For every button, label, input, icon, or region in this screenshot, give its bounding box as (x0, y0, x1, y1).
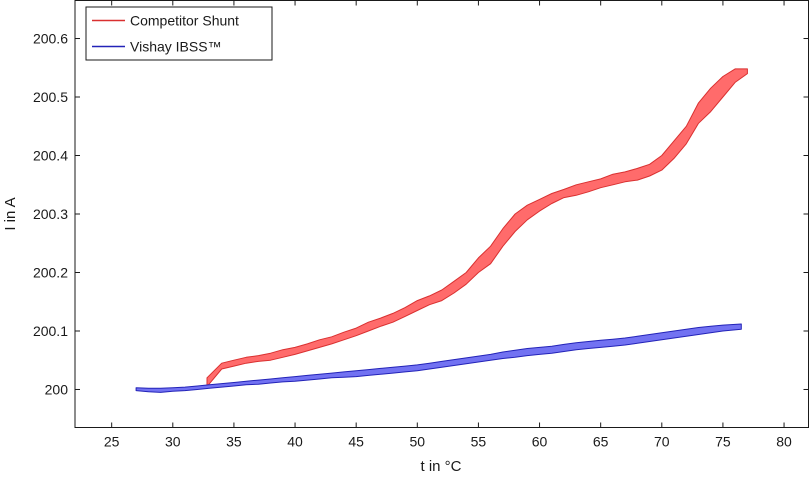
legend: Competitor Shunt Vishay IBSS™ (85, 6, 273, 61)
y-tick-label: 200.4 (33, 148, 68, 164)
x-tick-label: 45 (348, 434, 364, 450)
x-tick-label: 50 (410, 434, 426, 450)
x-tick-label: 70 (654, 434, 670, 450)
x-tick-label: 25 (104, 434, 120, 450)
x-tick-label: 40 (287, 434, 303, 450)
y-tick-label: 200.6 (33, 31, 68, 47)
x-tick-label: 60 (532, 434, 548, 450)
legend-label-vishay-ibss: Vishay IBSS™ (130, 39, 222, 55)
x-axis-title: t in °C (420, 458, 461, 475)
series-band-competitor-shunt (206, 68, 748, 388)
y-tick-label: 200.3 (33, 206, 68, 222)
series-band-vishay-ibss (135, 323, 742, 393)
legend-box (85, 6, 273, 61)
y-axis-title: I in A (2, 197, 19, 230)
y-tick-label: 200 (45, 381, 69, 397)
y-tick-label: 200.1 (33, 323, 68, 339)
x-tick-label: 30 (165, 434, 181, 450)
y-tick-label: 200.5 (33, 89, 68, 105)
x-tick-label: 65 (593, 434, 609, 450)
legend-label-competitor-shunt: Competitor Shunt (130, 13, 239, 29)
x-tick-label: 55 (471, 434, 487, 450)
x-tick-label: 75 (715, 434, 731, 450)
ticks-layer: 25 30 35 40 45 50 55 60 65 70 75 80 200 200.1 200.2 200… (33, 0, 809, 450)
x-tick-label: 35 (226, 434, 242, 450)
y-tick-label: 200.2 (33, 264, 68, 280)
x-tick-label: 80 (776, 434, 792, 450)
series-layer (135, 68, 748, 393)
